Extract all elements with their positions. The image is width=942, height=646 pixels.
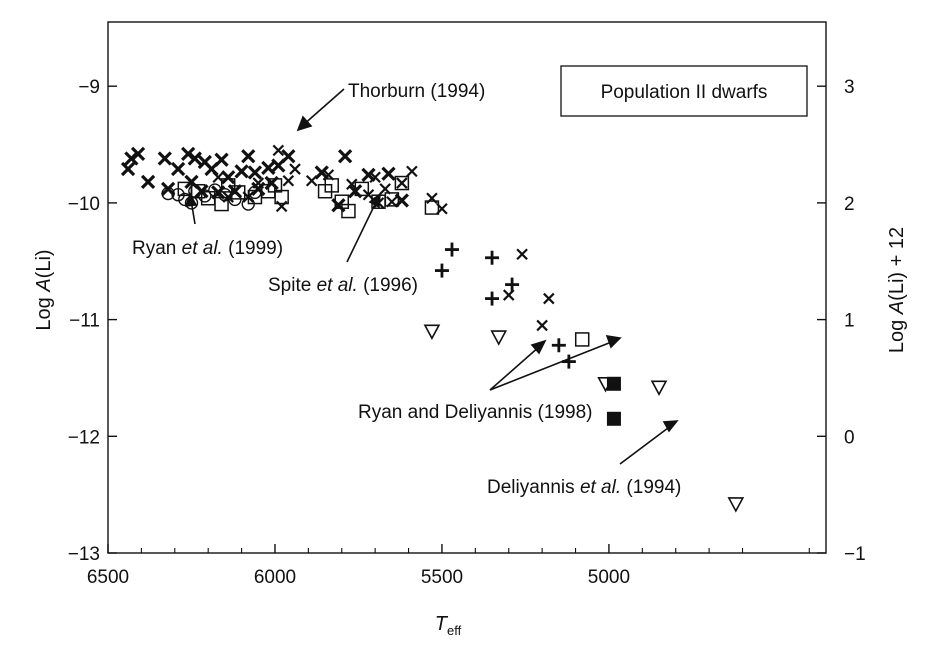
data-point-cross bbox=[130, 146, 146, 162]
data-point-cross bbox=[289, 163, 301, 175]
arrow-thorburn bbox=[301, 88, 345, 127]
data-point-cross bbox=[536, 319, 548, 332]
y-axis-left-ticks: −9 −10 −11 −12 −13 bbox=[68, 77, 117, 565]
data-point-plus bbox=[434, 263, 449, 278]
annotation-deliyannis-1994: Deliyannis et al. (1994) bbox=[487, 477, 681, 498]
data-point-cross bbox=[170, 161, 186, 177]
data-point-square bbox=[354, 181, 370, 197]
data-point-cross bbox=[337, 149, 353, 164]
arrow-deliyannis-1994 bbox=[619, 424, 673, 465]
arrow-thorburn-head bbox=[296, 115, 313, 132]
data-point-square bbox=[247, 189, 263, 205]
x-tick-label: 6500 bbox=[87, 567, 129, 588]
y-left-tick-label: −11 bbox=[69, 311, 100, 332]
x-axis-ticks: 6500 6000 5500 5000 bbox=[87, 544, 810, 588]
data-point-plus bbox=[444, 242, 459, 257]
arrow-ryan-1999-head bbox=[184, 192, 198, 207]
arrow-rd-1-head bbox=[530, 339, 547, 355]
data-point-cross bbox=[369, 171, 381, 183]
data-point-square bbox=[341, 203, 356, 219]
data-point-plus bbox=[485, 291, 500, 306]
x-tick-label: 6000 bbox=[254, 567, 296, 588]
data-point-square bbox=[274, 189, 289, 205]
data-point-square bbox=[214, 196, 229, 212]
y-right-tick-label: 0 bbox=[844, 427, 855, 448]
y-left-tick-label: −12 bbox=[68, 427, 100, 448]
data-point-cross bbox=[157, 151, 172, 166]
data-point-triangle bbox=[490, 330, 508, 346]
y-right-tick-label: 1 bbox=[844, 311, 855, 332]
y-right-tick-label: −1 bbox=[844, 544, 866, 565]
arrow-rd-2-head bbox=[605, 335, 622, 349]
data-point-cross bbox=[543, 292, 555, 305]
data-point-plus bbox=[561, 354, 576, 369]
x-tick-label: 5000 bbox=[588, 567, 630, 588]
arrow-deliyannis-1994-head bbox=[662, 420, 679, 433]
data-point-square bbox=[324, 178, 339, 193]
data-point-cross bbox=[241, 149, 256, 164]
data-point-plus bbox=[551, 338, 566, 353]
y-left-tick-label: −9 bbox=[78, 77, 100, 98]
data-point-cross bbox=[282, 174, 295, 187]
data-point-cross bbox=[214, 152, 229, 167]
data-point-square bbox=[200, 190, 216, 206]
arrow-spite-1996-head bbox=[368, 192, 381, 209]
data-point-square bbox=[384, 192, 400, 207]
annotation-ryan-deliyannis-1998: Ryan and Deliyannis (1998) bbox=[358, 402, 592, 423]
annotation-spite-1996: Spite et al. (1996) bbox=[268, 275, 418, 296]
data-point-cross bbox=[381, 166, 396, 181]
y-left-tick-label: −10 bbox=[68, 194, 100, 215]
data-point-square bbox=[230, 185, 246, 200]
data-point-cross bbox=[140, 174, 156, 190]
data-point-triangle bbox=[423, 324, 441, 340]
data-point-cross bbox=[502, 289, 515, 301]
y-left-tick-label: −13 bbox=[68, 544, 100, 565]
annotation-thorburn: Thorburn (1994) bbox=[348, 81, 485, 102]
x-axis-title-main: T bbox=[435, 613, 449, 635]
y-axis-right-title: Log A(Li) + 12 bbox=[886, 227, 908, 353]
data-point-cross bbox=[120, 161, 136, 177]
data-point-square bbox=[574, 332, 590, 347]
plot-frame bbox=[107, 21, 827, 554]
inset-label-box bbox=[560, 65, 808, 117]
data-point-cross bbox=[234, 164, 249, 179]
data-point-cross bbox=[247, 165, 263, 180]
data-point-square bbox=[424, 200, 440, 215]
data-point-cross bbox=[281, 149, 296, 164]
annotation-ryan-1999: Ryan et al. (1999) bbox=[132, 238, 283, 259]
data-point-triangle bbox=[650, 380, 668, 396]
arrow-rd-1 bbox=[489, 345, 541, 391]
x-axis-title: Teff bbox=[435, 613, 462, 638]
data-point-cross bbox=[516, 248, 528, 261]
data-point-square-filled bbox=[606, 411, 621, 426]
arrow-spite-1996 bbox=[346, 199, 378, 263]
data-point-plus bbox=[505, 277, 520, 292]
data-point-square bbox=[394, 175, 410, 191]
data-point-cross bbox=[221, 170, 236, 185]
arrow-rd-2 bbox=[489, 340, 615, 391]
inset-label: Population II dwarfs bbox=[601, 82, 768, 103]
x-axis-title-sub: eff bbox=[447, 623, 462, 638]
data-point-cross bbox=[406, 165, 418, 178]
data-point-cross bbox=[261, 160, 276, 176]
data-point-cross bbox=[272, 144, 285, 157]
y-right-tick-label: 3 bbox=[844, 77, 855, 98]
y-axis-right-ticks: 3 2 1 0 −1 bbox=[817, 77, 866, 565]
data-point-triangle bbox=[727, 497, 745, 513]
data-point-circle bbox=[161, 186, 175, 201]
data-markers bbox=[120, 144, 745, 513]
data-point-square-filled bbox=[606, 376, 621, 391]
annotation-arrows bbox=[184, 88, 679, 465]
data-point-plus bbox=[485, 250, 500, 265]
data-point-cross bbox=[187, 151, 202, 166]
y-right-tick-label: 2 bbox=[844, 194, 855, 215]
data-point-cross bbox=[396, 177, 408, 189]
y-axis-left-title: Log A(Li) bbox=[33, 249, 55, 330]
data-point-cross bbox=[305, 174, 318, 187]
x-tick-label: 5500 bbox=[421, 567, 463, 588]
data-point-cross bbox=[386, 195, 398, 208]
